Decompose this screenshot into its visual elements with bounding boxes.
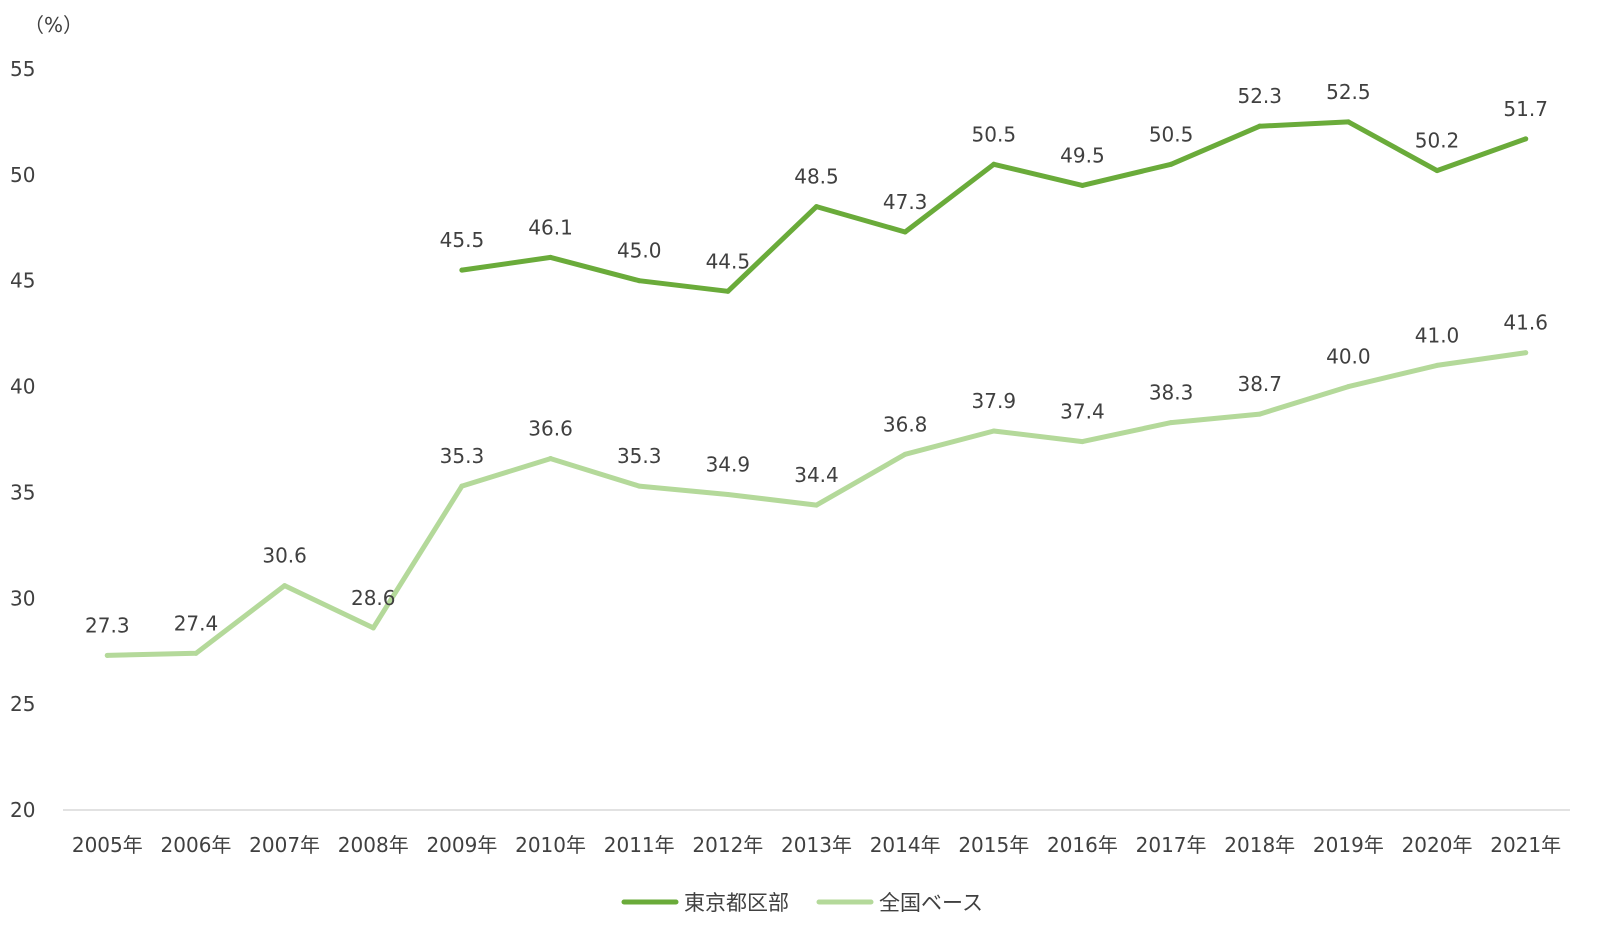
data-point — [725, 492, 731, 498]
y-tick-label: 40 — [10, 375, 35, 399]
data-point — [814, 204, 819, 210]
data-label: 41.6 — [1503, 311, 1548, 335]
legend: 東京都区部 全国ベース — [621, 891, 983, 915]
y-tick-label: 45 — [10, 269, 35, 293]
data-point — [459, 267, 465, 273]
data-point — [1079, 182, 1085, 188]
y-tick-label: 55 — [10, 57, 35, 81]
data-point — [1434, 168, 1440, 174]
data-point — [1257, 411, 1263, 417]
series-line-1 — [459, 119, 1529, 294]
legend-label: 全国ベース — [879, 891, 983, 915]
data-label: 35.3 — [440, 444, 485, 468]
x-tick-label: 2018年 — [1224, 833, 1295, 857]
data-point — [1168, 161, 1174, 167]
data-point — [1079, 439, 1085, 445]
data-label: 50.5 — [972, 122, 1017, 146]
x-tick-label: 2019年 — [1313, 833, 1384, 857]
x-tick-label: 2008年 — [338, 833, 409, 857]
y-tick-label: 50 — [10, 163, 35, 187]
y-tick-label: 25 — [10, 692, 35, 716]
data-point — [991, 161, 997, 167]
data-label: 36.6 — [528, 417, 573, 441]
x-tick-label: 2016年 — [1047, 833, 1118, 857]
data-point — [902, 229, 908, 235]
data-label: 45.5 — [440, 228, 485, 252]
y-axis-ticks: 20 25 30 35 40 45 50 55 — [10, 57, 35, 822]
x-tick-label: 2014年 — [870, 833, 941, 857]
data-point — [636, 278, 642, 284]
data-point — [548, 456, 554, 462]
legend-item: 東京都区部 — [621, 891, 789, 915]
data-point — [1523, 350, 1529, 356]
data-label: 50.5 — [1149, 122, 1194, 146]
data-label: 41.0 — [1415, 323, 1460, 347]
data-label: 44.5 — [706, 249, 751, 273]
data-label: 38.3 — [1149, 381, 1194, 405]
x-tick-label: 2006年 — [161, 833, 232, 857]
data-label: 37.4 — [1060, 400, 1105, 424]
data-label: 51.7 — [1503, 97, 1548, 121]
data-label: 47.3 — [883, 190, 928, 214]
data-point — [991, 428, 997, 434]
data-label: 45.0 — [617, 239, 662, 263]
data-point — [1523, 136, 1529, 142]
data-point — [1345, 384, 1351, 390]
data-point — [548, 254, 554, 260]
data-label: 36.8 — [883, 412, 928, 436]
y-tick-label: 30 — [10, 586, 35, 610]
y-tick-label: 35 — [10, 480, 35, 504]
data-point — [1345, 119, 1351, 125]
data-labels: 45.5 46.1 45.0 44.5 48.5 47.3 50.5 49.5 50.5 52.3… — [85, 80, 1548, 638]
x-tick-label: 2010年 — [515, 833, 586, 857]
data-label: 34.4 — [794, 463, 839, 487]
x-tick-label: 2015年 — [958, 833, 1029, 857]
data-label: 27.3 — [85, 613, 130, 637]
data-label: 52.5 — [1326, 80, 1371, 104]
data-label: 46.1 — [528, 215, 573, 239]
x-tick-label: 2009年 — [426, 833, 497, 857]
data-point — [902, 451, 908, 457]
data-point — [370, 625, 376, 631]
data-label: 27.4 — [174, 611, 219, 635]
data-point — [1257, 123, 1263, 129]
data-label: 34.9 — [706, 453, 751, 477]
data-point — [1434, 362, 1440, 368]
x-tick-label: 2005年 — [72, 833, 143, 857]
data-label: 28.6 — [351, 586, 396, 610]
data-point — [282, 583, 288, 589]
data-point — [104, 652, 110, 658]
data-label: 38.7 — [1237, 372, 1282, 396]
data-label: 37.9 — [972, 389, 1017, 413]
data-label: 30.6 — [262, 544, 307, 568]
data-label: 50.2 — [1415, 129, 1460, 153]
x-tick-label: 2007年 — [249, 833, 320, 857]
data-point — [725, 288, 731, 294]
data-label: 35.3 — [617, 444, 662, 468]
x-tick-label: 2012年 — [692, 833, 763, 857]
x-tick-label: 2017年 — [1136, 833, 1207, 857]
data-point — [193, 650, 199, 656]
data-point — [636, 483, 642, 489]
y-tick-label: 20 — [10, 798, 35, 822]
data-label: 48.5 — [794, 165, 839, 189]
data-label: 40.0 — [1326, 345, 1371, 369]
series-lines — [104, 119, 1529, 658]
x-axis-ticks: 2005年 2006年 2007年 2008年 2009年 2010年 2011年 2012年… — [72, 833, 1561, 857]
data-point — [814, 502, 819, 508]
legend-item: 全国ベース — [816, 891, 983, 915]
data-point — [1168, 420, 1174, 426]
y-axis-unit-label: （%） — [24, 13, 83, 37]
x-tick-label: 2013年 — [781, 833, 852, 857]
data-label: 49.5 — [1060, 143, 1105, 167]
x-tick-label: 2011年 — [604, 833, 675, 857]
x-tick-label: 2020年 — [1402, 833, 1473, 857]
data-point — [459, 483, 465, 489]
legend-label: 東京都区部 — [684, 891, 789, 915]
data-label: 52.3 — [1237, 84, 1282, 108]
x-tick-label: 2021年 — [1490, 833, 1561, 857]
